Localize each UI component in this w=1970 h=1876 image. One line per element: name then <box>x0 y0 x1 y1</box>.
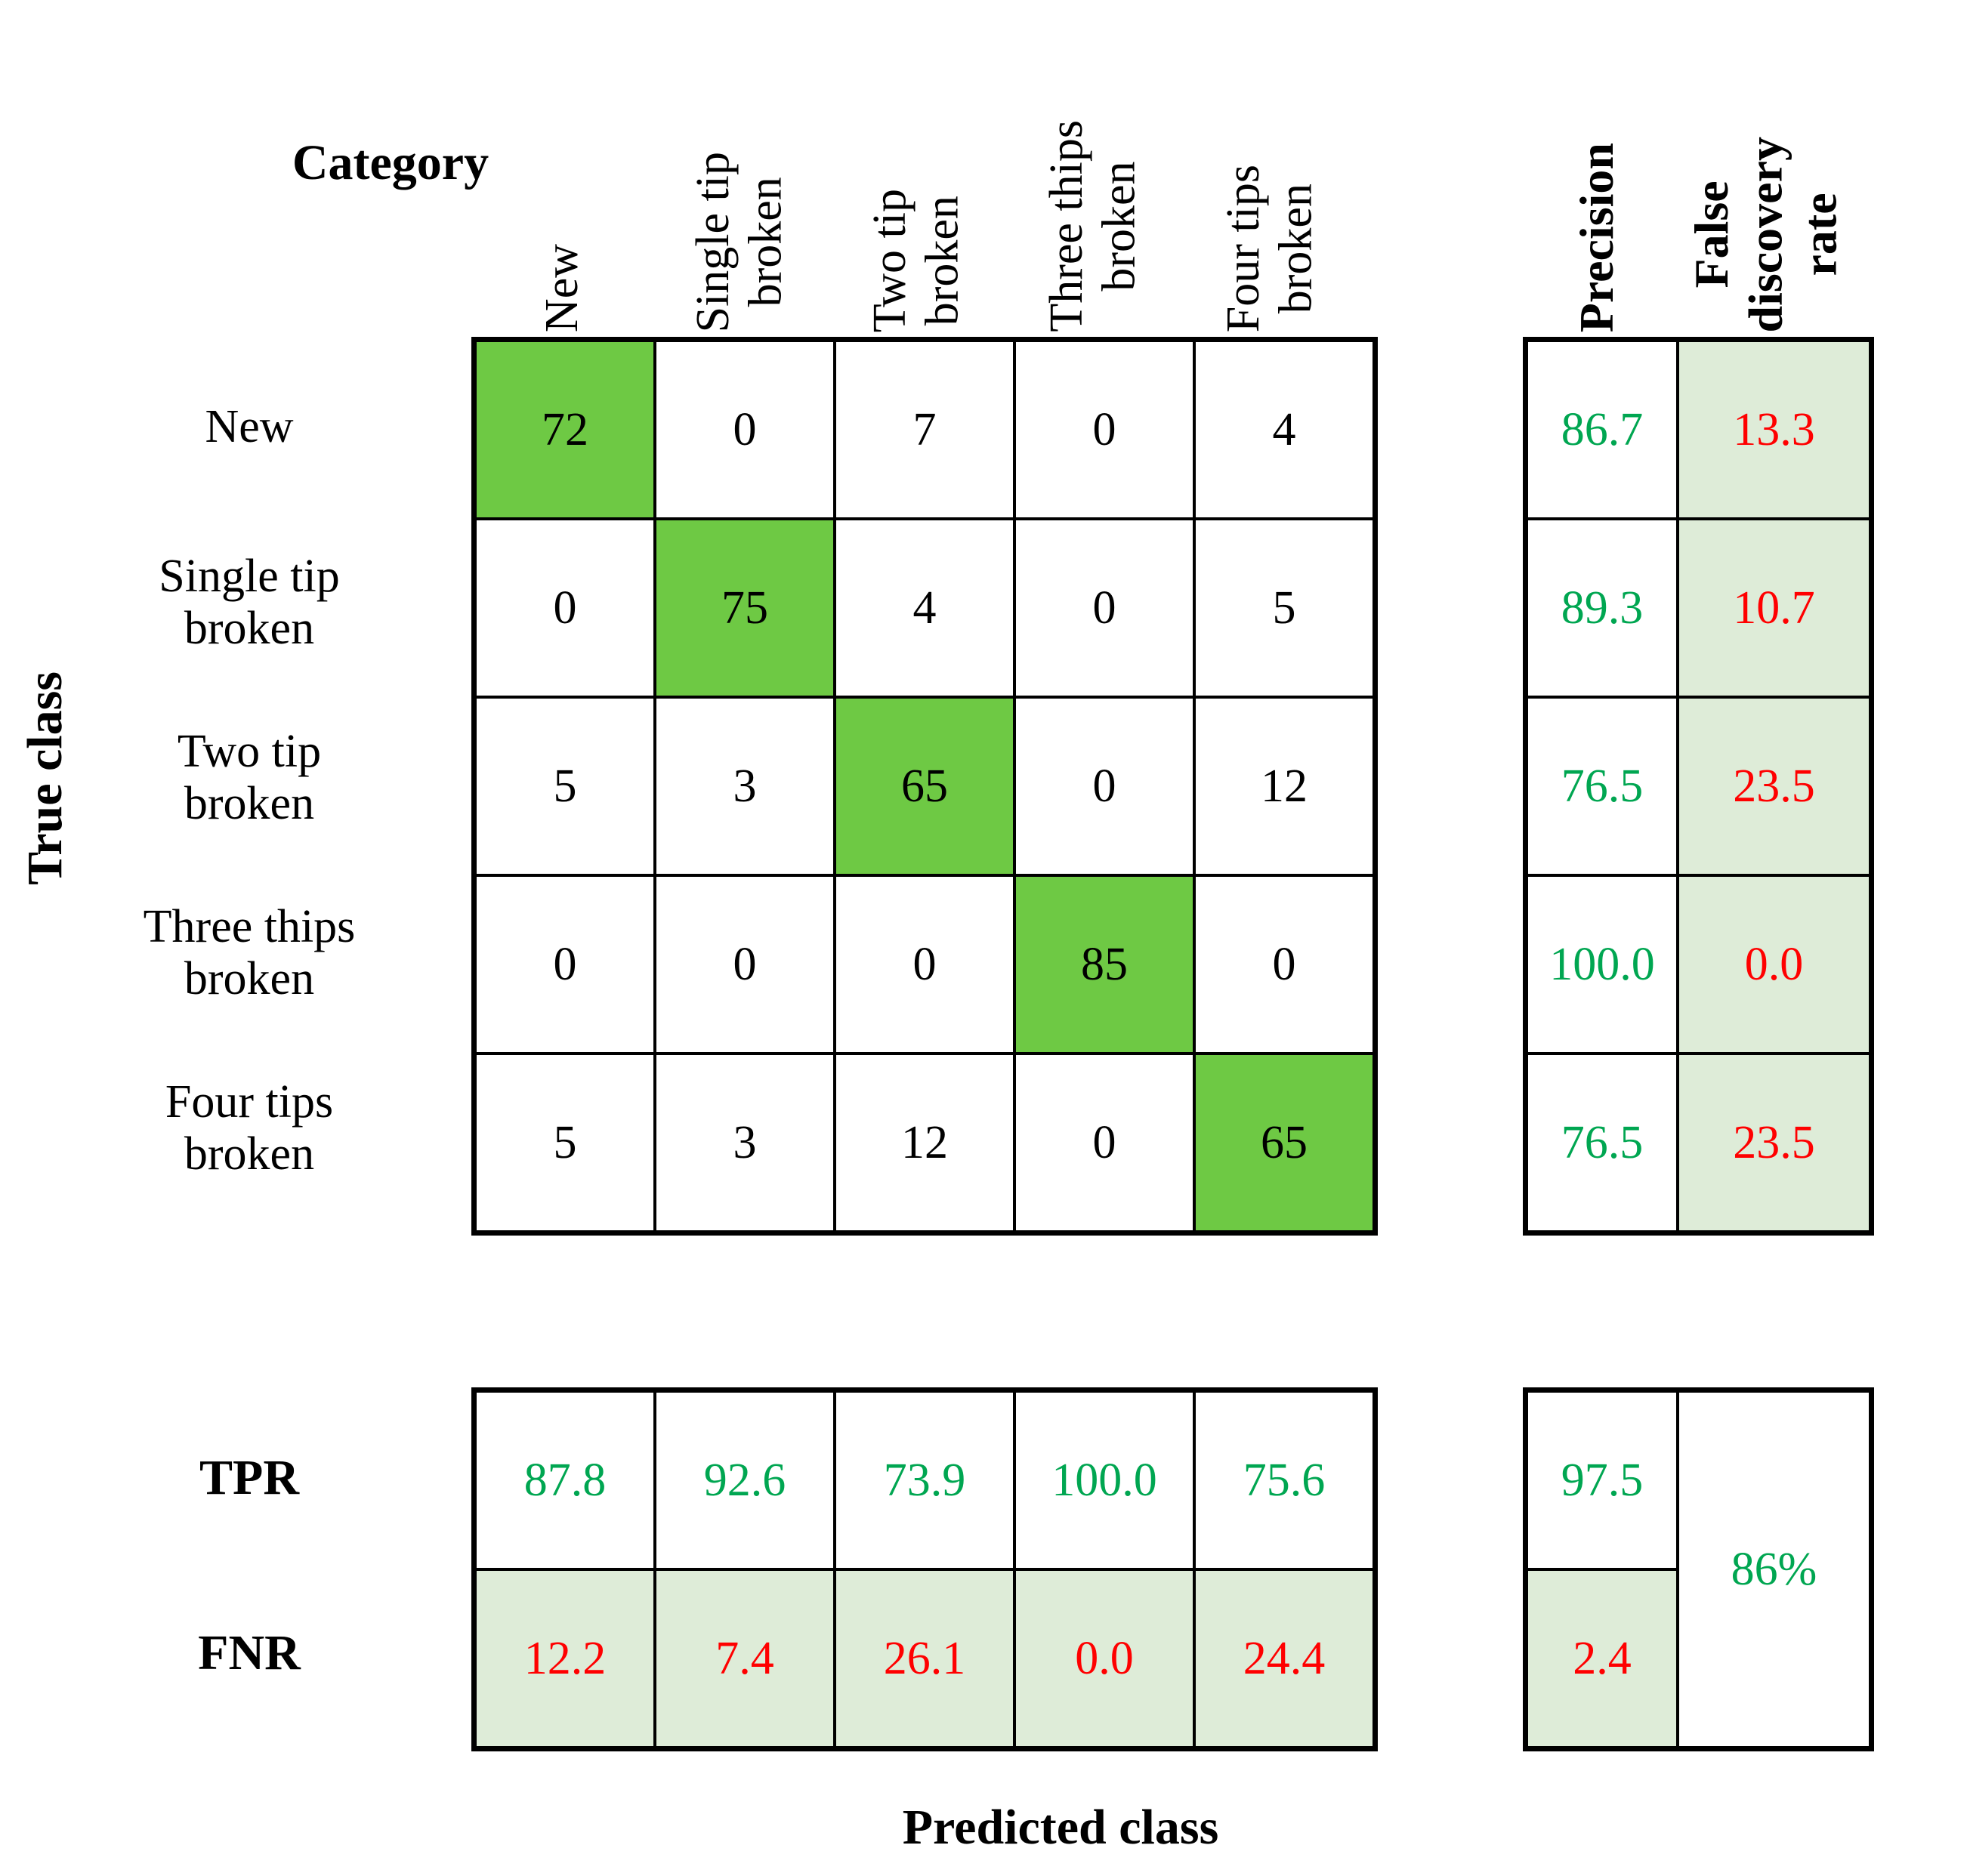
matrix-row: 5 3 12 0 65 <box>472 1052 1377 1235</box>
precision-cell: 100.0 <box>1524 874 1679 1055</box>
row-label-new: New <box>205 401 294 453</box>
column-header-label: Four tips broken <box>1217 164 1321 332</box>
summary-row: 97.5 86% <box>1524 1388 1873 1751</box>
matrix-row: 5 3 65 0 12 <box>472 696 1377 877</box>
column-header-two-tip-broken: Two tip broken <box>828 11 1005 332</box>
column-header-label: Two tip broken <box>863 188 968 332</box>
precision-fdr-table: 86.7 13.3 89.3 10.7 76.5 23.5 100.0 0.0 … <box>1523 337 1874 1236</box>
fdr-cell: 23.5 <box>1676 1052 1873 1235</box>
fdr-cell: 0.0 <box>1676 874 1873 1055</box>
overall-accuracy-cell: 86% <box>1676 1388 1873 1751</box>
confusion-matrix-table: 72 0 7 0 4 0 75 4 0 5 5 3 65 0 12 0 0 0 … <box>471 337 1378 1236</box>
tpr-fnr-table: 87.8 92.6 73.9 100.0 75.6 12.2 7.4 26.1 … <box>471 1387 1378 1751</box>
matrix-cell: 0 <box>1013 338 1196 520</box>
tpr-cell: 92.6 <box>653 1388 836 1571</box>
fnr-cell: 26.1 <box>833 1568 1016 1751</box>
matrix-row: 0 0 0 85 0 <box>472 874 1377 1055</box>
fdr-cell: 23.5 <box>1676 696 1873 877</box>
tpr-cell: 75.6 <box>1193 1388 1377 1571</box>
row-label-four-tips-broken: Four tips broken <box>165 1075 334 1180</box>
metric-row: 100.0 0.0 <box>1524 874 1873 1055</box>
metric-row: 76.5 23.5 <box>1524 1052 1873 1235</box>
matrix-cell: 3 <box>653 696 836 877</box>
row-label-two-tip-broken: Two tip broken <box>177 725 322 829</box>
overall-tpr-cell: 97.5 <box>1524 1388 1679 1571</box>
precision-cell: 76.5 <box>1524 696 1679 877</box>
matrix-cell-diagonal: 85 <box>1013 874 1196 1055</box>
column-header-new: New <box>474 11 651 332</box>
matrix-row: 0 75 4 0 5 <box>472 517 1377 699</box>
category-title: Category <box>292 135 489 190</box>
matrix-cell: 0 <box>1193 874 1377 1055</box>
matrix-cell: 0 <box>833 874 1016 1055</box>
column-header-three-thips-broken: Three thips broken <box>1005 11 1181 332</box>
matrix-row: 72 0 7 0 4 <box>472 338 1377 520</box>
fnr-cell: 24.4 <box>1193 1568 1377 1751</box>
column-header-four-tips-broken: Four tips broken <box>1181 11 1358 332</box>
matrix-cell-diagonal: 72 <box>472 338 656 520</box>
row-label-three-thips-broken: Three thips broken <box>143 900 356 1004</box>
fnr-cell: 0.0 <box>1013 1568 1196 1751</box>
matrix-cell-diagonal: 65 <box>1193 1052 1377 1235</box>
metric-row: 76.5 23.5 <box>1524 696 1873 877</box>
predicted-class-axis-label: Predicted class <box>902 1800 1219 1855</box>
precision-header: Precision <box>1523 11 1671 332</box>
tpr-cell: 87.8 <box>472 1388 656 1571</box>
row-label-single-tip-broken: Single tip broken <box>159 550 340 654</box>
precision-cell: 89.3 <box>1524 517 1679 699</box>
false-discovery-rate-header: False discovery rate <box>1671 11 1860 333</box>
matrix-cell: 3 <box>653 1052 836 1235</box>
matrix-cell: 12 <box>833 1052 1016 1235</box>
column-header-single-tip-broken: Single tip broken <box>651 11 828 332</box>
tpr-label: TPR <box>199 1450 299 1505</box>
matrix-cell: 5 <box>472 1052 656 1235</box>
precision-cell: 76.5 <box>1524 1052 1679 1235</box>
matrix-cell: 5 <box>472 696 656 877</box>
overall-summary-table: 97.5 86% 2.4 <box>1523 1387 1874 1751</box>
matrix-cell-diagonal: 75 <box>653 517 836 699</box>
tpr-row: 87.8 92.6 73.9 100.0 75.6 <box>472 1388 1377 1571</box>
precision-header-label: Precision <box>1570 142 1624 332</box>
matrix-cell: 5 <box>1193 517 1377 699</box>
fnr-cell: 12.2 <box>472 1568 656 1751</box>
matrix-cell: 0 <box>1013 517 1196 699</box>
matrix-cell: 0 <box>472 874 656 1055</box>
matrix-cell: 0 <box>653 874 836 1055</box>
matrix-cell-diagonal: 65 <box>833 696 1016 877</box>
matrix-cell: 4 <box>833 517 1016 699</box>
fnr-label: FNR <box>198 1625 301 1680</box>
matrix-cell: 12 <box>1193 696 1377 877</box>
fdr-cell: 13.3 <box>1676 338 1873 520</box>
matrix-cell: 0 <box>1013 1052 1196 1235</box>
matrix-cell: 4 <box>1193 338 1377 520</box>
matrix-cell: 0 <box>1013 696 1196 877</box>
summary-row: 2.4 <box>1524 1568 1872 1751</box>
false-discovery-rate-header-label: False discovery rate <box>1684 136 1847 333</box>
tpr-cell: 73.9 <box>833 1388 1016 1571</box>
matrix-cell: 0 <box>653 338 836 520</box>
overall-fnr-cell: 2.4 <box>1524 1568 1679 1751</box>
tpr-cell: 100.0 <box>1013 1388 1196 1571</box>
metric-row: 86.7 13.3 <box>1524 338 1873 520</box>
matrix-cell: 7 <box>833 338 1016 520</box>
column-header-label: New <box>536 243 588 332</box>
matrix-cell: 0 <box>472 517 656 699</box>
column-header-label: Three thips broken <box>1040 120 1144 332</box>
fdr-cell: 10.7 <box>1676 517 1873 699</box>
precision-cell: 86.7 <box>1524 338 1679 520</box>
metric-row: 89.3 10.7 <box>1524 517 1873 699</box>
fnr-cell: 7.4 <box>653 1568 836 1751</box>
fnr-row: 12.2 7.4 26.1 0.0 24.4 <box>472 1568 1377 1751</box>
column-header-label: Single tip broken <box>687 151 791 332</box>
